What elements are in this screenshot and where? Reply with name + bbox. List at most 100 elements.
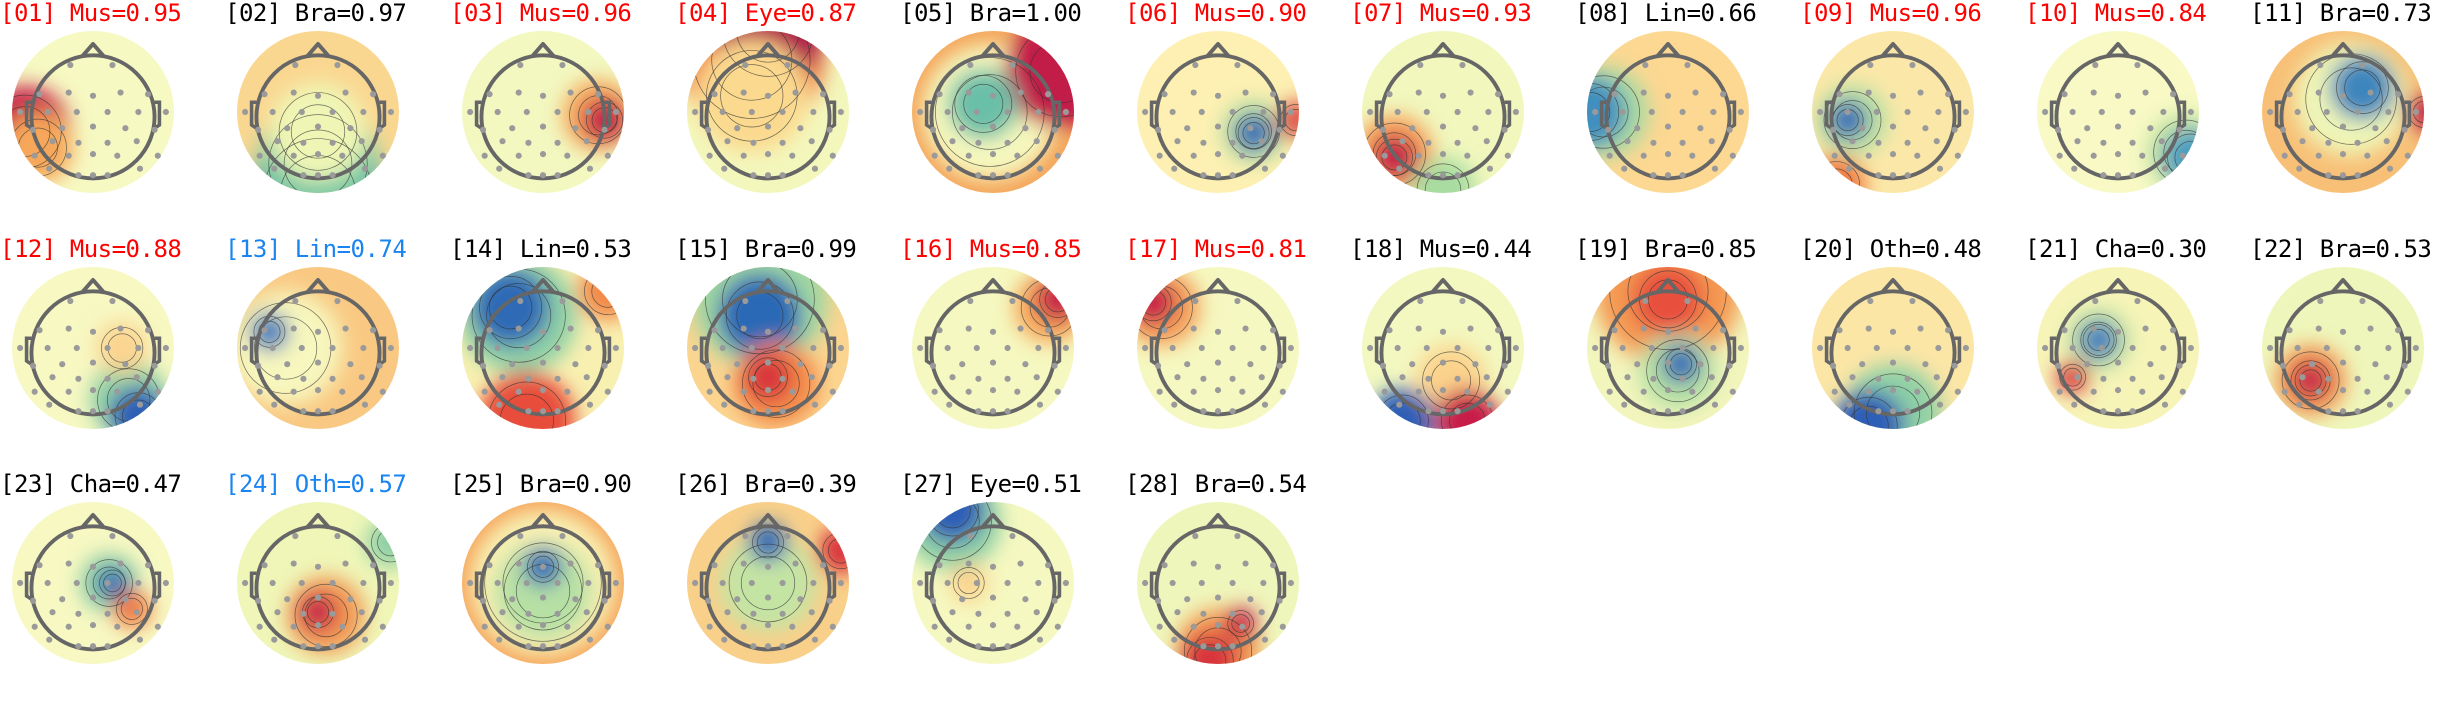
electrode-dot	[1004, 344, 1011, 352]
electrode-dot	[114, 152, 121, 159]
ear-icon	[828, 571, 837, 601]
component-cell-26[interactable]: [26] Bra=0.39	[675, 471, 900, 706]
electrode-dot	[2129, 108, 2136, 116]
electrode-dot	[67, 297, 74, 305]
electrode-dot	[1904, 172, 1911, 179]
component-cell-13[interactable]: [13] Lin=0.74	[225, 236, 450, 471]
electrode-dot	[65, 560, 72, 567]
electrode-dot	[2385, 108, 2392, 116]
electrode-dot	[1386, 91, 1393, 98]
electrode-dot	[2100, 375, 2107, 382]
electrode-dot	[789, 152, 796, 159]
component-cell-19[interactable]: [19] Bra=0.85	[1575, 236, 1800, 471]
electrode-dot	[1619, 108, 1626, 116]
electrode-dot	[706, 388, 713, 395]
electrode-dot	[104, 375, 111, 382]
component-cell-8[interactable]: [08] Lin=0.66	[1575, 0, 1800, 235]
electrode-dot	[154, 152, 161, 159]
electrode-dot	[721, 401, 728, 408]
electrode-dot	[1022, 125, 1029, 132]
electrode-dot	[1229, 375, 1236, 382]
electrode-dot	[2281, 152, 2288, 159]
electrode-dot	[917, 344, 924, 352]
component-cell-23[interactable]: [23] Cha=0.47	[0, 471, 225, 706]
electrode-dot	[1258, 138, 1265, 145]
electrode-dot	[1684, 297, 1691, 305]
electrode-dot	[965, 325, 972, 332]
component-cell-28[interactable]: [28] Bra=0.54	[1125, 471, 1350, 706]
electrode-dot	[2294, 108, 2301, 116]
component-cell-20[interactable]: [20] Oth=0.48	[1800, 236, 2025, 471]
component-cell-17[interactable]: [17] Mus=0.81	[1125, 236, 1350, 471]
electrode-dot	[151, 362, 158, 369]
electrode-dot	[764, 622, 772, 629]
ear-icon	[2178, 336, 2187, 366]
electrode-dot	[604, 388, 611, 395]
component-cell-15[interactable]: [15] Bra=0.99	[675, 236, 900, 471]
electrode-dot	[1729, 152, 1736, 159]
electrode-dot	[1875, 172, 1882, 179]
component-cell-16[interactable]: [16] Mus=0.85	[900, 236, 1125, 471]
head-outline	[929, 53, 1057, 181]
electrode-dot	[290, 325, 297, 332]
electrode-dot	[59, 596, 66, 603]
electrode-dot	[360, 579, 367, 587]
electrode-dot	[2315, 388, 2322, 395]
component-cell-5[interactable]: [05] Bra=1.00	[900, 0, 1125, 235]
component-index: [01]	[0, 0, 56, 27]
electrode-dot	[334, 532, 341, 540]
electrode-dot	[1260, 579, 1267, 587]
ear-icon	[249, 336, 258, 366]
component-cell-18[interactable]: [18] Mus=0.44	[1350, 236, 1575, 471]
electrode-dot	[1004, 610, 1011, 617]
head-outline	[29, 524, 157, 652]
electrode-dot	[300, 139, 307, 146]
component-cell-7[interactable]: [07] Mus=0.93	[1350, 0, 1575, 235]
component-cell-21[interactable]: [21] Cha=0.30	[2025, 236, 2250, 471]
head-outline	[704, 524, 832, 652]
component-cell-1[interactable]: [01] Mus=0.95	[0, 0, 225, 235]
electrode-dot	[376, 126, 383, 133]
electrode-dot	[242, 344, 249, 352]
component-cell-11[interactable]: [11] Bra=0.73	[2250, 0, 2438, 235]
electrode-dot	[1033, 138, 1040, 145]
electrode-dot	[1229, 108, 1236, 116]
electrode-dot	[1836, 91, 1843, 98]
electrode-dot	[820, 327, 827, 334]
component-classification: Eye=0.51	[969, 470, 1082, 498]
component-cell-25[interactable]: [25] Bra=0.90	[450, 471, 675, 706]
electrode-dot	[719, 108, 726, 116]
electrode-dot	[300, 408, 307, 415]
topomap	[1812, 31, 1974, 193]
component-cell-6[interactable]: [06] Mus=0.90	[1125, 0, 1350, 235]
electrode-dot	[271, 401, 278, 408]
electrode-dot	[1439, 92, 1447, 99]
electrode-dot	[929, 126, 937, 133]
ear-icon	[1728, 336, 1737, 366]
electrode-dot	[274, 609, 281, 616]
component-cell-14[interactable]: [14] Lin=0.53	[450, 236, 675, 471]
electrode-dot	[1922, 125, 1929, 132]
component-cell-12[interactable]: [12] Mus=0.88	[0, 236, 225, 471]
electrode-dot	[2069, 344, 2076, 352]
electrode-dot	[1276, 597, 1283, 604]
component-cell-22[interactable]: [22] Bra=0.53	[2250, 236, 2438, 471]
component-cell-27[interactable]: [27] Eye=0.51	[900, 471, 1125, 706]
electrode-dot	[2114, 328, 2122, 335]
electrode-dot	[1247, 596, 1254, 603]
electrode-dot	[1381, 388, 1388, 395]
electrode-dot	[1051, 597, 1058, 604]
electrode-dot	[554, 139, 561, 146]
electrode-dot	[944, 344, 951, 352]
component-cell-24[interactable]: [24] Oth=0.57	[225, 471, 450, 706]
component-cell-3[interactable]: [03] Mus=0.96	[450, 0, 675, 235]
electrode-dot	[329, 108, 336, 116]
component-cell-4[interactable]: [04] Eye=0.87	[675, 0, 900, 235]
component-cell-2[interactable]: [02] Bra=0.97	[225, 0, 450, 235]
electrode-dot	[742, 61, 749, 69]
nose-icon	[1655, 42, 1681, 59]
ear-icon	[1053, 100, 1062, 130]
component-cell-9[interactable]: [09] Mus=0.96	[1800, 0, 2025, 235]
nose-icon	[80, 42, 106, 59]
component-cell-10[interactable]: [10] Mus=0.84	[2025, 0, 2250, 235]
